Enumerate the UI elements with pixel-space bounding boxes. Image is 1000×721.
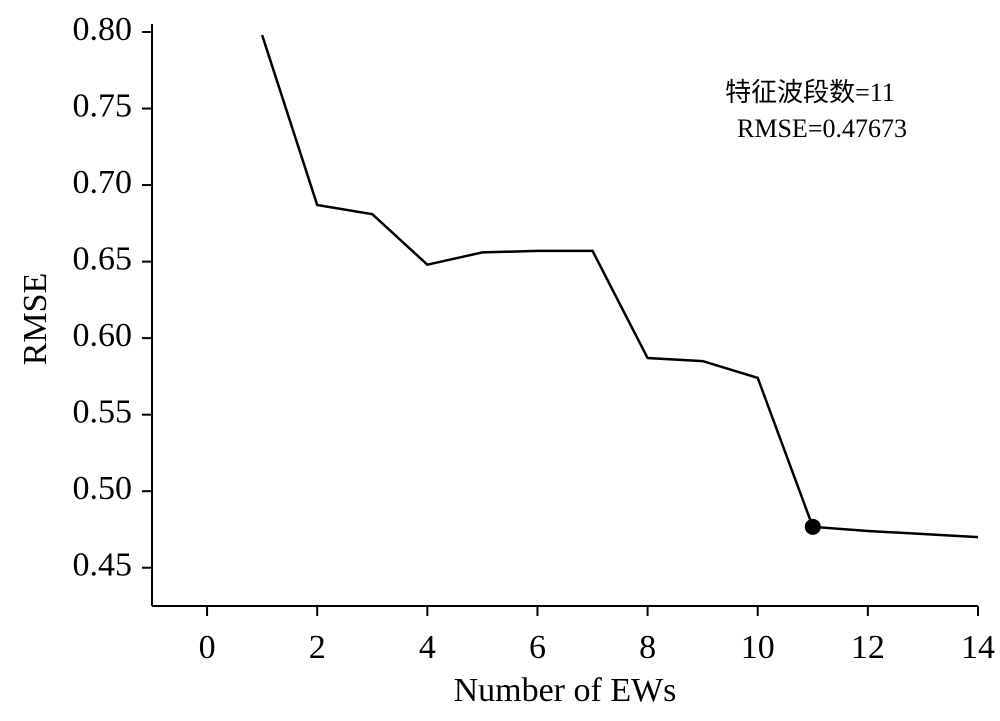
y-tick-label: 0.55 — [73, 393, 133, 430]
highlight-point — [804, 518, 821, 535]
line — [260, 34, 979, 539]
x-axis-label: Number of EWs — [454, 672, 677, 709]
annotation: 特征波段数=11 — [725, 78, 895, 107]
y-tick-label: 0.65 — [73, 240, 133, 277]
x-tick-label: 14 — [961, 629, 995, 666]
y-tick-label: 0.60 — [73, 317, 133, 354]
y-tick-label: 0.45 — [73, 547, 133, 584]
x-tick-label: 8 — [639, 629, 656, 666]
x-tick-label: 6 — [529, 629, 546, 666]
x-tick-label: 10 — [741, 629, 775, 666]
y-tick-label: 0.75 — [73, 87, 133, 124]
y-tick-label: 0.80 — [73, 11, 133, 48]
x-tick-label: 4 — [419, 629, 436, 666]
x-tick-label: 12 — [851, 629, 885, 666]
x-tick-label: 0 — [199, 629, 216, 666]
annotation: RMSE=0.47673 — [737, 114, 907, 143]
y-tick-label: 0.70 — [73, 164, 133, 201]
y-tick-label: 0.50 — [73, 470, 133, 507]
y-axis-label: RMSE — [17, 273, 54, 366]
x-tick-label: 2 — [309, 629, 326, 666]
